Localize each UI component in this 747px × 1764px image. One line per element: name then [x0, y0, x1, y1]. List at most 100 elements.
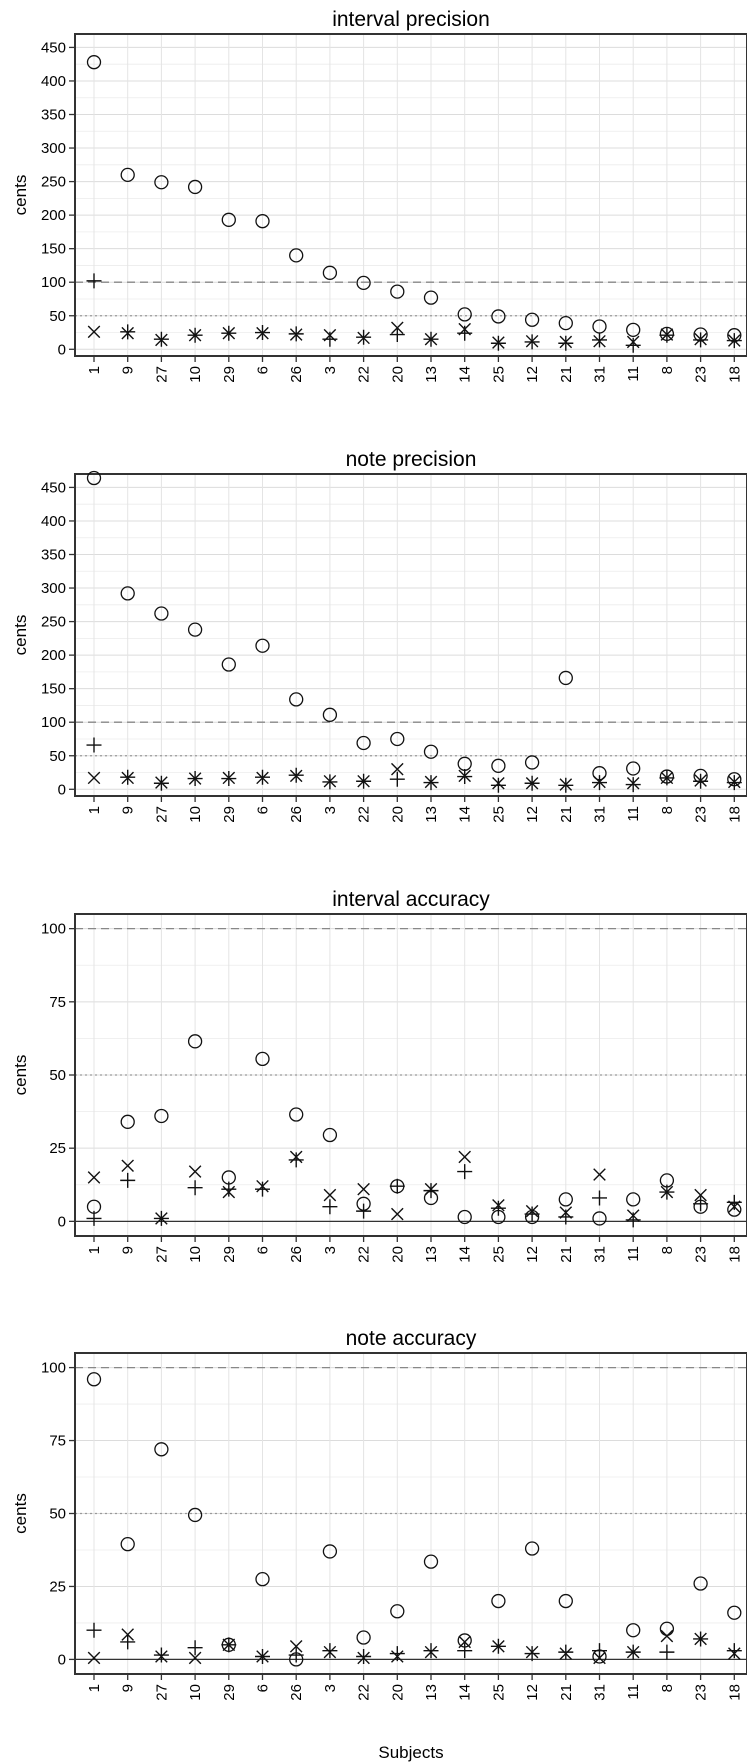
data-point-plus [86, 1622, 102, 1638]
y-tick-label: 300 [41, 140, 66, 157]
x-tick-label: 9 [120, 806, 137, 814]
series-plus [86, 1622, 742, 1664]
data-point-cross [492, 1639, 505, 1653]
data-point-cross [626, 1645, 640, 1659]
data-point-cross [728, 1200, 741, 1214]
data-point-cross [323, 774, 337, 788]
data-point-cross [728, 775, 741, 789]
x-tick-label: 6 [255, 806, 272, 814]
data-point-plus [558, 335, 574, 351]
x-tick-label: 1 [86, 1684, 103, 1692]
x-tick-label: 23 [693, 366, 710, 383]
data-point-circle [255, 214, 270, 229]
data-point-cross [87, 1171, 101, 1184]
x-tick-label: 25 [490, 806, 507, 823]
data-point-circle [558, 1593, 573, 1609]
data-point-cross [458, 1635, 471, 1649]
data-point-circle [120, 167, 135, 183]
data-point-circle [423, 1554, 439, 1569]
data-point-cross [559, 335, 573, 349]
y-tick-label: 450 [41, 39, 66, 56]
x-tick-label: 10 [187, 1684, 204, 1701]
data-point-plus [86, 273, 102, 289]
x-tick-label: 9 [120, 1684, 137, 1692]
x-tick-label: 25 [490, 1684, 507, 1701]
data-point-plus [592, 332, 607, 348]
panel-interval-precision: interval precision 0 50 100 150 200 250 300 350 4… [11, 8, 747, 383]
data-point-plus [187, 1180, 203, 1196]
data-point-cross [593, 775, 606, 789]
y-tick-label: 0 [58, 341, 66, 358]
data-point-circle [626, 761, 641, 776]
data-point-circle [289, 1107, 304, 1122]
y-tick-label: 0 [58, 1651, 66, 1668]
data-point-circle [322, 1544, 338, 1559]
data-point-circle [491, 758, 506, 773]
data-point-plus [389, 1178, 405, 1194]
x-tick-label: 20 [389, 366, 406, 383]
data-point-cross [391, 321, 404, 335]
data-point-plus [592, 1643, 607, 1659]
x-tick-label: 25 [490, 1246, 507, 1263]
x-tick-label: 23 [693, 806, 710, 823]
data-point-circle [221, 657, 236, 672]
x-tick-label: 18 [726, 1246, 743, 1263]
data-point-cross [525, 776, 539, 790]
x-tick-label: 27 [153, 366, 170, 383]
data-point-cross [289, 769, 303, 783]
data-point-plus [490, 777, 506, 793]
data-point-cross [121, 771, 134, 785]
data-point-cross [289, 328, 303, 341]
x-tick-label: 10 [187, 366, 204, 383]
x-tick-label: 18 [726, 806, 743, 823]
x-tick-label: 12 [524, 806, 541, 823]
data-point-cross [391, 762, 404, 776]
data-point-circle [255, 1572, 270, 1587]
data-point-cross [424, 332, 438, 346]
x-tick-label: 3 [322, 1246, 339, 1254]
data-point-plus [389, 327, 405, 343]
x-tick-label: 31 [592, 1246, 609, 1263]
data-point-plus [153, 1647, 169, 1663]
x-tick-label: 29 [221, 1684, 238, 1701]
data-point-plus [558, 1644, 574, 1660]
data-point-cross [559, 1647, 573, 1660]
panel-note-accuracy: note accuracy 0 25 50 75 100 cents 1 9 27 10 29 6 26 3… [11, 1327, 747, 1762]
data-point-cross [155, 333, 168, 347]
data-point-circle [322, 265, 338, 280]
x-axis-label: Subjects [378, 1743, 443, 1762]
data-point-cross [660, 328, 674, 341]
data-point-cross [121, 1159, 134, 1173]
data-point-cross [424, 1645, 438, 1659]
data-point-circle [423, 744, 439, 759]
data-point-cross [694, 774, 707, 787]
data-point-plus [389, 771, 405, 787]
panel-title: interval precision [332, 8, 490, 31]
data-point-circle [154, 606, 169, 621]
data-point-cross [357, 774, 370, 788]
data-point-circle [558, 315, 573, 331]
data-point-circle [524, 1541, 540, 1556]
data-point-circle [154, 175, 169, 190]
data-point-circle [187, 1034, 203, 1049]
series-cross [87, 762, 741, 791]
data-point-cross [559, 1206, 573, 1219]
x-tick-label: 13 [423, 1684, 440, 1701]
y-tick-label: 350 [41, 107, 66, 124]
x-tick-label: 29 [221, 806, 238, 823]
data-point-cross [458, 322, 471, 336]
data-point-circle [221, 212, 236, 227]
x-tick-label: 20 [389, 1684, 406, 1701]
data-point-circle [322, 707, 338, 722]
data-point-cross [188, 1165, 202, 1178]
data-point-circle [356, 275, 371, 291]
x-tick-label: 26 [288, 366, 305, 383]
y-tick-label: 50 [49, 1506, 66, 1523]
y-tick-label: 25 [49, 1140, 66, 1157]
x-tick-label: 9 [120, 366, 137, 374]
data-point-plus [524, 1206, 540, 1222]
y-axis-label: cents [11, 1493, 30, 1534]
data-point-cross [121, 326, 134, 340]
data-point-circle [86, 55, 102, 70]
data-point-cross [492, 336, 505, 349]
